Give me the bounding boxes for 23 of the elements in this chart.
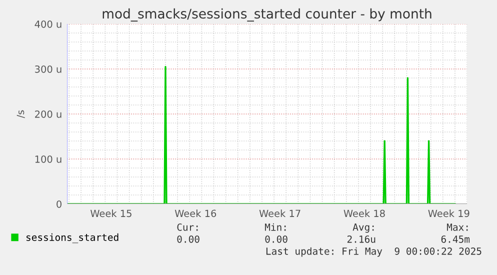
x-tick-label: Week 17 [259, 210, 300, 218]
y-axis-title: /s [16, 110, 25, 118]
text: Last update: Fri May 9 00:00:22 2025 [266, 247, 482, 257]
chart-title: mod_smacks/sessions_started counter - by month [102, 8, 432, 22]
y-tick-label: 300 u [35, 65, 62, 73]
x-tick-label: Week 18 [344, 210, 385, 218]
x-tick-label: Week 15 [90, 210, 132, 218]
text: Max: [446, 224, 468, 231]
legend-label: sessions_started [26, 233, 118, 244]
x-tick-label: Week 16 [174, 210, 216, 218]
x-tick-label: Week 19 [428, 210, 470, 218]
text: Min: [264, 223, 286, 231]
y-tick-label: 200 u [35, 110, 62, 118]
y-tick-label: 0 [56, 200, 62, 208]
y-tick-label: 100 u [35, 155, 62, 163]
text: Avg: [352, 224, 374, 233]
line-series [67, 66, 456, 204]
text: Cur: [177, 223, 198, 231]
y-tick-label: 400 u [34, 20, 62, 28]
text: 0.00 [265, 235, 288, 243]
text: 0.00 [177, 235, 200, 243]
text: 2.16u [347, 235, 376, 243]
text: 6.45m [441, 235, 470, 243]
